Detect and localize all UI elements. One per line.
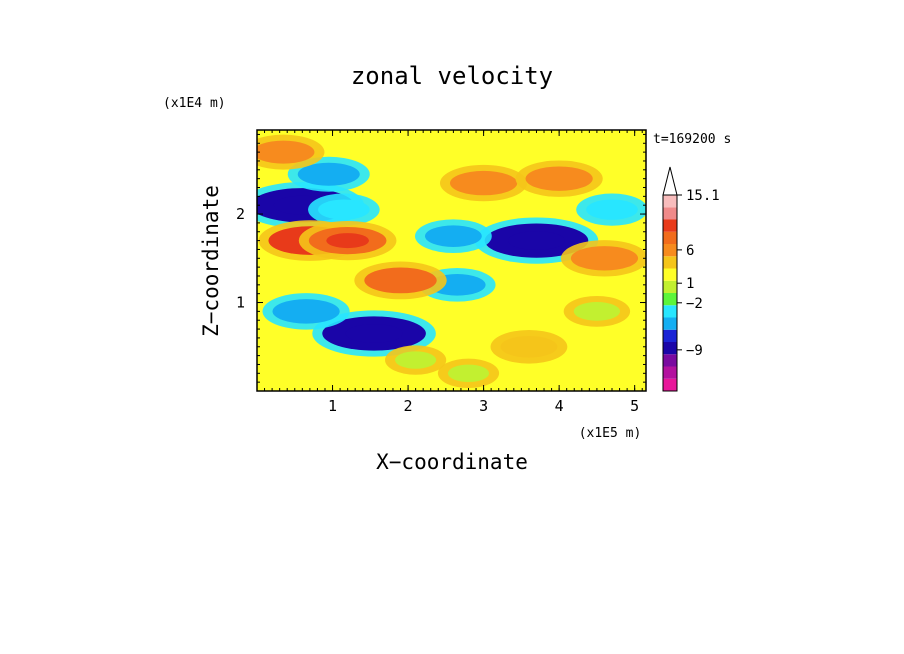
field-cell [364,267,437,294]
field-core [507,231,565,250]
colorbar-segment [663,329,677,342]
colorbar-segment [663,195,677,208]
colorbar-segment [663,293,677,306]
x-tick-label: 2 [404,397,413,415]
y-tick-label: 1 [236,294,245,312]
y-axis: 12 [236,133,646,383]
y-unit-label: (x1E4 m) [163,96,226,111]
plot-area [256,129,647,392]
field-cell [500,335,558,358]
colorbar-segment [663,268,677,281]
field-cell [573,301,621,321]
colorbar-segment [663,244,677,257]
x-axis-label: X−coordinate [376,450,528,474]
field-cell [272,299,340,324]
field-core [345,324,403,343]
colorbar: 15.1 6 1 −2 −9 [662,166,720,392]
colorbar-segment [663,207,677,220]
colorbar-label: −9 [686,343,703,359]
colorbar-label: 1 [686,276,694,292]
field-cell [525,166,593,191]
x-tick-label: 5 [630,397,639,415]
plot-frame [256,129,647,392]
colorbar-frame [662,194,678,392]
time-label: t=169200 s [653,132,731,147]
x-axis: 1 2 3 4 5 [264,130,643,415]
colorbar-label: 6 [686,243,694,259]
colorbar-segment [663,317,677,330]
colorbar-segment [663,256,677,269]
field-cell [450,170,518,196]
colorbar-segment [663,342,677,355]
field-cell [424,225,482,247]
field-cell [586,199,638,220]
field-core [326,233,369,249]
chart-title: zonal velocity [351,62,553,90]
x-tick-label: 1 [328,397,337,415]
y-axis-label: Z−coordinate [199,185,223,337]
colorbar-segment [663,305,677,318]
field-cell [447,364,490,383]
colorbar-segment [663,231,677,244]
y-tick-label: 2 [236,205,245,223]
colorbar-segment [663,366,677,379]
x-unit-label: (x1E5 m) [579,426,642,441]
x-tick-label: 3 [479,397,488,415]
field-cell [297,162,360,186]
colorbar-segment [663,219,677,232]
field-cell [570,246,639,271]
colorbar-segment [663,280,677,293]
x-tick-label: 4 [555,397,564,415]
colorbar-label: 15.1 [686,188,720,204]
colorbar-segment [663,378,677,391]
field-cell [318,199,370,220]
colorbar-segment [663,354,677,367]
colorbar-extend-arrow [662,166,678,196]
contour-field [257,134,646,389]
field-cell [395,351,437,369]
colorbar-label: −2 [686,296,703,312]
field-cell [257,140,315,164]
